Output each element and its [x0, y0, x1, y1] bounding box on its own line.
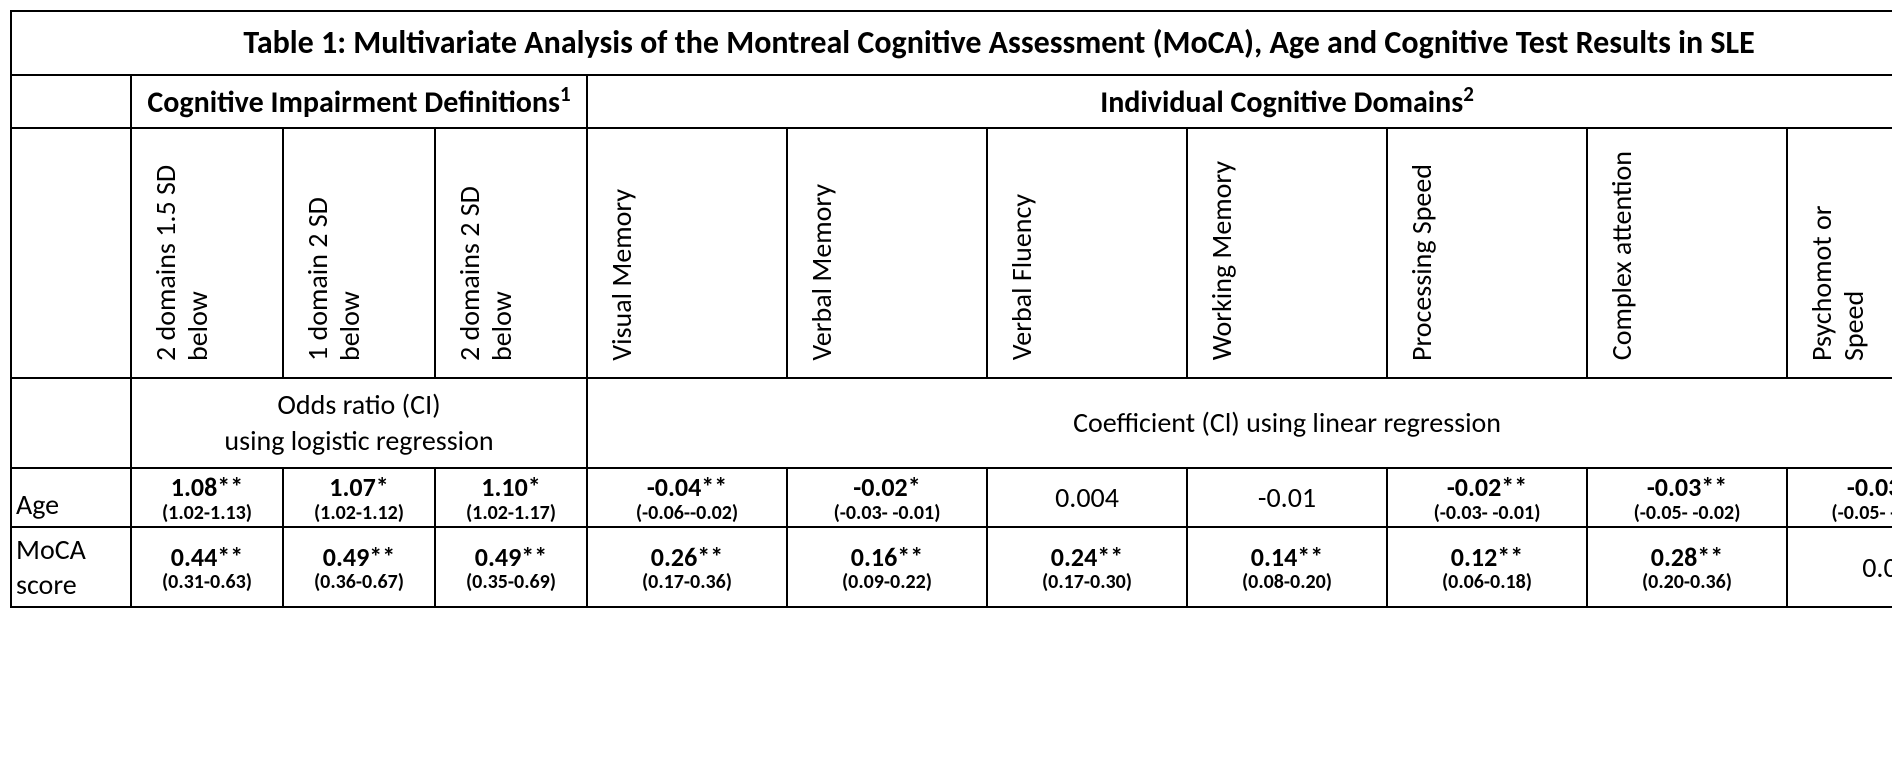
- age-def1: 1.08**(1.02-1.13): [131, 468, 283, 527]
- row-age: Age 1.08**(1.02-1.13) 1.07*(1.02-1.12) 1…: [11, 468, 1892, 527]
- age-dom7-ci: (-0.05- - 0.02): [1790, 502, 1892, 524]
- col-def2-label: 1 domain 2 SD below: [300, 133, 368, 367]
- group-header-domains-text: Individual Cognitive Domains: [1100, 84, 1463, 121]
- moca-def3-val: 0.49**: [438, 543, 584, 572]
- moca-dom5-ci: (0.06-0.18): [1390, 571, 1584, 593]
- col-def3-label: 2 domains 2 SD below: [452, 133, 520, 367]
- moca-dom5-val: 0.12**: [1390, 543, 1584, 572]
- group-header-definitions-sup: 1: [560, 81, 571, 107]
- age-def1-ci: (1.02-1.13): [134, 502, 280, 524]
- table-title: Table 1: Multivariate Analysis of the Mo…: [11, 11, 1892, 75]
- col-def2: 1 domain 2 SD below: [283, 128, 435, 378]
- moca-analysis-table: Table 1: Multivariate Analysis of the Mo…: [10, 10, 1892, 608]
- moca-dom7-val: 0.07: [1790, 543, 1892, 594]
- col-dom5: Processing Speed: [1387, 128, 1587, 378]
- age-dom7: -0.03**(-0.05- - 0.02): [1787, 468, 1892, 527]
- moca-dom2: 0.16**(0.09-0.22): [787, 527, 987, 607]
- age-dom4-val: -0.01: [1190, 473, 1384, 524]
- row-moca: MoCA score 0.44**(0.31-0.63) 0.49**(0.36…: [11, 527, 1892, 607]
- col-dom3: Verbal Fluency: [987, 128, 1187, 378]
- age-def1-val: 1.08**: [134, 473, 280, 502]
- col-dom7: Psychomot or Speed: [1787, 128, 1892, 378]
- moca-dom1-ci: (0.17-0.36): [590, 571, 784, 593]
- moca-dom4: 0.14**(0.08-0.20): [1187, 527, 1387, 607]
- moca-dom6-ci: (0.20-0.36): [1590, 571, 1784, 593]
- col-def3: 2 domains 2 SD below: [435, 128, 587, 378]
- age-dom1-val: -0.04**: [590, 473, 784, 502]
- age-def2: 1.07*(1.02-1.12): [283, 468, 435, 527]
- col-dom4: Working Memory: [1187, 128, 1387, 378]
- age-dom5: -0.02**(-0.03- -0.01): [1387, 468, 1587, 527]
- col-dom2: Verbal Memory: [787, 128, 987, 378]
- moca-def1-ci: (0.31-0.63): [134, 571, 280, 593]
- moca-dom1-val: 0.26**: [590, 543, 784, 572]
- subheader-domains-text: Coefficient (Cl) using linear regression: [1073, 405, 1501, 440]
- age-def2-ci: (1.02-1.12): [286, 502, 432, 524]
- moca-dom7: 0.07: [1787, 527, 1892, 607]
- age-dom3: 0.004: [987, 468, 1187, 527]
- age-dom2-ci: (-0.03- -0.01): [790, 502, 984, 524]
- age-dom7-val: -0.03**: [1790, 473, 1892, 502]
- stub-blank-3: [11, 378, 131, 469]
- moca-dom6-val: 0.28**: [1590, 543, 1784, 572]
- col-dom7-label: Psychomot or Speed: [1804, 133, 1872, 367]
- moca-def2-val: 0.49**: [286, 543, 432, 572]
- age-dom5-val: -0.02**: [1390, 473, 1584, 502]
- moca-dom1: 0.26**(0.17-0.36): [587, 527, 787, 607]
- group-header-definitions-text: Cognitive Impairment Definitions: [147, 84, 560, 121]
- moca-def2: 0.49**(0.36-0.67): [283, 527, 435, 607]
- col-def1-label: 2 domains 1.5 SD below: [148, 133, 216, 367]
- age-dom1: -0.04**(-0.06--0.02): [587, 468, 787, 527]
- age-dom2: -0.02*(-0.03- -0.01): [787, 468, 987, 527]
- moca-dom3-ci: (0.17-0.30): [990, 571, 1184, 593]
- age-dom6: -0.03**(-0.05- -0.02): [1587, 468, 1787, 527]
- col-def1: 2 domains 1.5 SD below: [131, 128, 283, 378]
- age-dom4: -0.01: [1187, 468, 1387, 527]
- col-dom3-label: Verbal Fluency: [1004, 188, 1040, 366]
- moca-def2-ci: (0.36-0.67): [286, 571, 432, 593]
- subheader-definitions: Odds ratio (CI) using logistic regressio…: [131, 378, 587, 469]
- stub-blank-1: [11, 75, 131, 128]
- col-dom1-label: Visual Memory: [604, 183, 640, 367]
- moca-def1: 0.44**(0.31-0.63): [131, 527, 283, 607]
- row-moca-label: MoCA score: [11, 527, 131, 607]
- col-dom2-label: Verbal Memory: [804, 178, 840, 367]
- age-dom1-ci: (-0.06--0.02): [590, 502, 784, 524]
- moca-dom2-val: 0.16**: [790, 543, 984, 572]
- age-dom6-ci: (-0.05- -0.02): [1590, 502, 1784, 524]
- age-dom2-val: -0.02*: [790, 473, 984, 502]
- age-dom3-val: 0.004: [990, 473, 1184, 524]
- stub-blank-2: [11, 128, 131, 378]
- group-header-domains: Individual Cognitive Domains2: [587, 75, 1892, 128]
- col-dom4-label: Working Memory: [1204, 155, 1240, 366]
- group-header-definitions: Cognitive Impairment Definitions1: [131, 75, 587, 128]
- col-dom1: Visual Memory: [587, 128, 787, 378]
- moca-dom4-val: 0.14**: [1190, 543, 1384, 572]
- col-dom6: Complex attention: [1587, 128, 1787, 378]
- age-def3: 1.10*(1.02-1.17): [435, 468, 587, 527]
- col-dom6-label: Complex attention: [1604, 145, 1640, 366]
- moca-def3: 0.49**(0.35-0.69): [435, 527, 587, 607]
- moca-dom5: 0.12**(0.06-0.18): [1387, 527, 1587, 607]
- age-def3-val: 1.10*: [438, 473, 584, 502]
- subheader-definitions-text: Odds ratio (CI) using logistic regressio…: [224, 387, 493, 458]
- row-age-label: Age: [11, 468, 131, 527]
- group-header-domains-sup: 2: [1463, 81, 1474, 107]
- age-dom5-ci: (-0.03- -0.01): [1390, 502, 1584, 524]
- age-dom6-val: -0.03**: [1590, 473, 1784, 502]
- moca-dom2-ci: (0.09-0.22): [790, 571, 984, 593]
- subheader-domains: Coefficient (Cl) using linear regression: [587, 378, 1892, 469]
- moca-def3-ci: (0.35-0.69): [438, 571, 584, 593]
- moca-dom3-val: 0.24**: [990, 543, 1184, 572]
- col-dom5-label: Processing Speed: [1404, 158, 1440, 367]
- moca-def1-val: 0.44**: [134, 543, 280, 572]
- moca-dom4-ci: (0.08-0.20): [1190, 571, 1384, 593]
- age-def3-ci: (1.02-1.17): [438, 502, 584, 524]
- age-def2-val: 1.07*: [286, 473, 432, 502]
- moca-dom3: 0.24**(0.17-0.30): [987, 527, 1187, 607]
- moca-dom6: 0.28**(0.20-0.36): [1587, 527, 1787, 607]
